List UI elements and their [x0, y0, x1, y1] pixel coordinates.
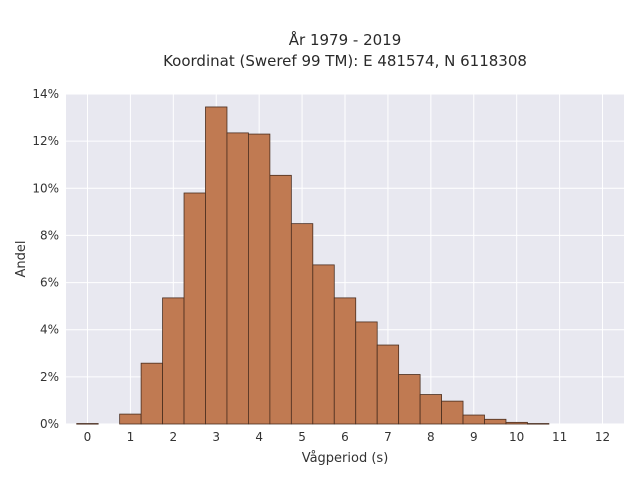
x-tick-label: 12: [595, 430, 610, 444]
y-tick-label: 8%: [40, 228, 59, 242]
x-tick-label: 0: [84, 430, 92, 444]
y-tick-label: 14%: [32, 87, 59, 101]
x-tick-label: 11: [552, 430, 567, 444]
x-tick-label: 3: [212, 430, 220, 444]
y-tick-label: 10%: [32, 181, 59, 195]
histogram-bar: [484, 418, 507, 425]
histogram-bar: [248, 133, 271, 425]
histogram-bar: [505, 421, 528, 425]
histogram-bar: [290, 223, 314, 425]
x-tick-label: 1: [127, 430, 135, 444]
x-tick-label: 2: [169, 430, 177, 444]
histogram-bar: [140, 362, 163, 425]
bars: [76, 106, 550, 425]
histogram-bar: [398, 374, 421, 425]
y-tick-label: 0%: [40, 417, 59, 431]
x-tick-label: 8: [427, 430, 435, 444]
histogram-bar: [183, 192, 206, 425]
y-tick-label: 12%: [32, 134, 59, 148]
chart-title-line-1: År 1979 - 2019: [289, 30, 402, 49]
x-tick-label: 7: [384, 430, 392, 444]
x-tick-label: 6: [341, 430, 349, 444]
x-tick-label: 5: [298, 430, 306, 444]
x-axis-ticks: 0 1 2 3 4 5 6 7 8 9 10 11 12: [84, 430, 611, 444]
histogram-bar: [205, 106, 228, 425]
y-tick-label: 2%: [40, 370, 59, 384]
histogram-bar: [312, 264, 335, 425]
histogram-bar: [527, 423, 550, 425]
histogram-bar: [119, 413, 142, 425]
chart-title-line-2: Koordinat (Sweref 99 TM): E 481574, N 61…: [163, 52, 527, 70]
y-axis-label: Andel: [14, 241, 29, 278]
histogram-bar: [355, 321, 378, 425]
y-tick-label: 4%: [40, 323, 59, 337]
x-tick-label: 4: [255, 430, 263, 444]
histogram-bar: [76, 423, 99, 425]
histogram-bar: [269, 174, 292, 425]
x-tick-label: 10: [509, 430, 524, 444]
histogram-bar: [333, 297, 357, 425]
histogram-bar: [419, 394, 442, 425]
histogram-bar: [462, 414, 485, 425]
y-tick-label: 6%: [40, 276, 59, 290]
x-tick-label: 9: [470, 430, 478, 444]
histogram-bar: [162, 297, 185, 425]
y-axis-ticks: 0% 2% 4% 6% 8% 10% 12% 14%: [32, 87, 59, 431]
histogram-bar: [441, 400, 464, 425]
histogram-bar: [376, 344, 400, 425]
x-axis-label: Vågperiod (s): [302, 451, 389, 466]
histogram-bar: [226, 132, 249, 425]
